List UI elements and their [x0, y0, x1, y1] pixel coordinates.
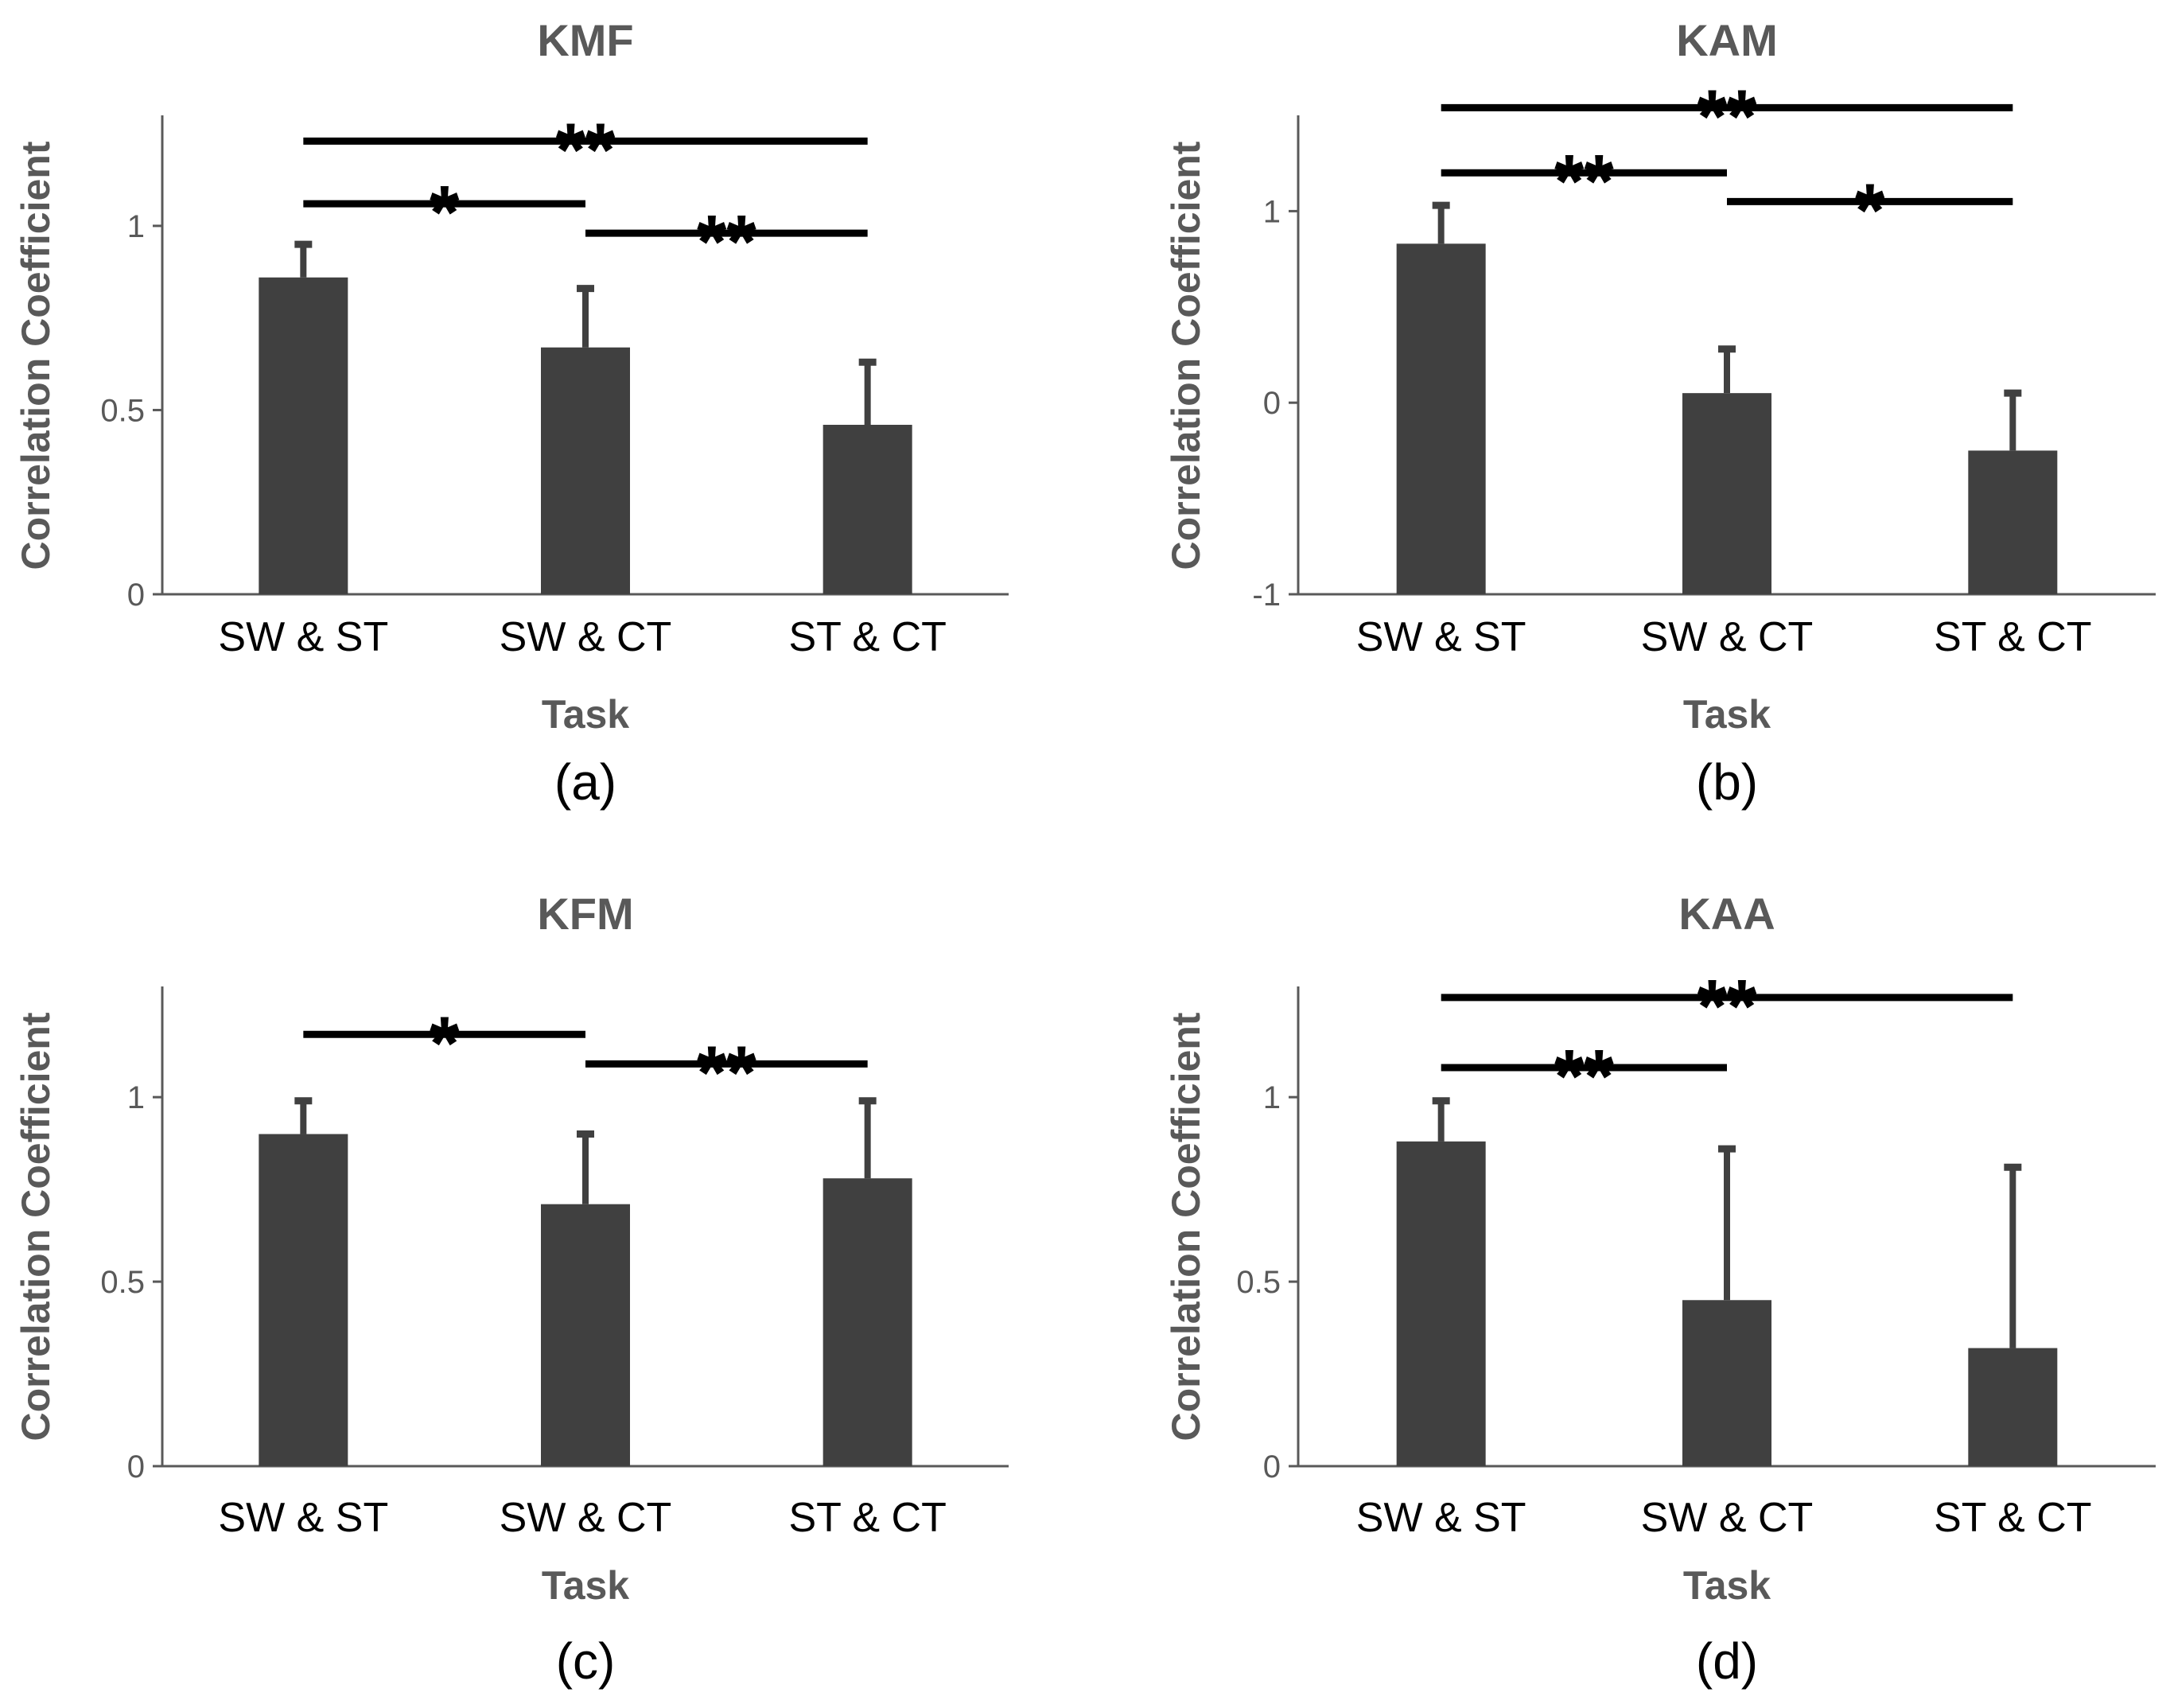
bar: [822, 1178, 912, 1466]
x-category-label: ST & CT: [788, 614, 946, 660]
x-category-label: SW & ST: [1356, 614, 1526, 660]
bar: [541, 1204, 630, 1466]
x-category-label: ST & CT: [1934, 614, 2091, 660]
bar: [259, 277, 348, 594]
panel-label: (a): [554, 753, 616, 811]
significance-marker: **: [697, 1030, 756, 1115]
bar: [1682, 1300, 1771, 1466]
x-axis-label: Task: [542, 1563, 629, 1608]
x-category-label: SW & ST: [218, 614, 388, 660]
significance-marker: **: [1554, 139, 1614, 224]
y-tick-label: 0: [1263, 386, 1281, 421]
panel-label: (d): [1696, 1632, 1758, 1690]
bar: [1396, 243, 1486, 594]
bar: [1396, 1141, 1486, 1466]
significance-marker: **: [697, 200, 756, 285]
y-tick-label: 1: [127, 1080, 145, 1115]
x-category-label: SW & CT: [500, 1495, 672, 1541]
y-axis-label: Correlation Coefficient: [1164, 1012, 1208, 1441]
y-tick-label: -1: [1252, 578, 1281, 613]
significance-marker: **: [556, 107, 616, 193]
x-axis-label: Task: [542, 692, 629, 737]
x-category-label: SW & ST: [218, 1495, 388, 1541]
chart-title: KAM: [1676, 15, 1778, 65]
x-category-label: SW & CT: [1641, 1495, 1814, 1541]
chart-panel-3: KFM Correlation Coefficient 0 0.5 1 SW & ST SW…: [14, 889, 1009, 1690]
chart-title: KAA: [1678, 889, 1775, 939]
x-category-label: SW & ST: [1356, 1495, 1526, 1541]
significance-marker: **: [1698, 74, 1757, 159]
y-tick-label: 1: [127, 209, 145, 244]
bar: [1968, 450, 2058, 594]
y-tick-label: 1: [1263, 194, 1281, 229]
x-category-label: SW & CT: [500, 614, 672, 660]
x-category-label: SW & CT: [1641, 614, 1814, 660]
y-tick-label: 0: [127, 578, 145, 613]
chart-panel-4: KAA Correlation Coefficient 0 0.5 1 SW & ST SW…: [1164, 889, 2156, 1690]
y-tick-label: 0.5: [100, 393, 145, 428]
chart-panel-2: KAM Correlation Coefficient -1 0 1 SW & ST SW …: [1164, 15, 2156, 811]
x-category-label: ST & CT: [1934, 1495, 2091, 1541]
y-tick-label: 0: [1263, 1449, 1281, 1484]
bar: [259, 1134, 348, 1466]
y-tick-label: 0.5: [100, 1265, 145, 1300]
x-axis-label: Task: [1683, 692, 1771, 737]
panel-label: (b): [1696, 753, 1758, 811]
y-tick-label: 0.5: [1236, 1265, 1281, 1300]
chart-title: KFM: [537, 889, 633, 939]
significance-marker: *: [430, 170, 460, 255]
significance-marker: *: [1855, 168, 1885, 253]
significance-marker: *: [430, 1001, 460, 1086]
bar: [1682, 393, 1771, 594]
y-axis-label: Correlation Coefficient: [1164, 141, 1208, 570]
bar: [822, 424, 912, 594]
significance-marker: **: [1554, 1034, 1614, 1119]
y-axis-label: Correlation Coefficient: [14, 1012, 58, 1441]
chart-title: KMF: [537, 15, 633, 65]
x-category-label: ST & CT: [788, 1495, 946, 1541]
y-tick-label: 0: [127, 1449, 145, 1484]
significance-marker: **: [1698, 964, 1757, 1049]
panel-label: (c): [556, 1632, 616, 1690]
bar: [1968, 1348, 2058, 1466]
x-axis-label: Task: [1683, 1563, 1771, 1608]
y-axis-label: Correlation Coefficient: [14, 141, 58, 570]
bar: [541, 347, 630, 594]
y-tick-label: 1: [1263, 1080, 1281, 1115]
chart-panel-1: KMF Correlation Coefficient 0 0.5 1 SW & ST SW…: [14, 15, 1009, 811]
